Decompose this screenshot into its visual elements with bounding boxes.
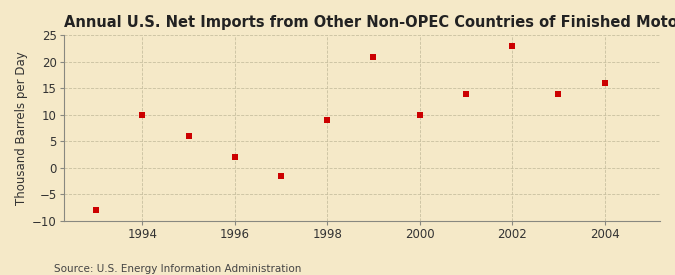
Point — [507, 44, 518, 48]
Point — [599, 81, 610, 85]
Point — [553, 91, 564, 96]
Point — [414, 113, 425, 117]
Point — [368, 54, 379, 59]
Text: Annual U.S. Net Imports from Other Non-OPEC Countries of Finished Motor Gasoline: Annual U.S. Net Imports from Other Non-O… — [64, 15, 675, 30]
Point — [322, 118, 333, 122]
Point — [230, 155, 240, 160]
Text: Source: U.S. Energy Information Administration: Source: U.S. Energy Information Administ… — [54, 264, 301, 274]
Point — [460, 91, 471, 96]
Point — [137, 113, 148, 117]
Point — [91, 208, 102, 212]
Y-axis label: Thousand Barrels per Day: Thousand Barrels per Day — [15, 51, 28, 205]
Point — [275, 174, 286, 178]
Point — [183, 134, 194, 138]
